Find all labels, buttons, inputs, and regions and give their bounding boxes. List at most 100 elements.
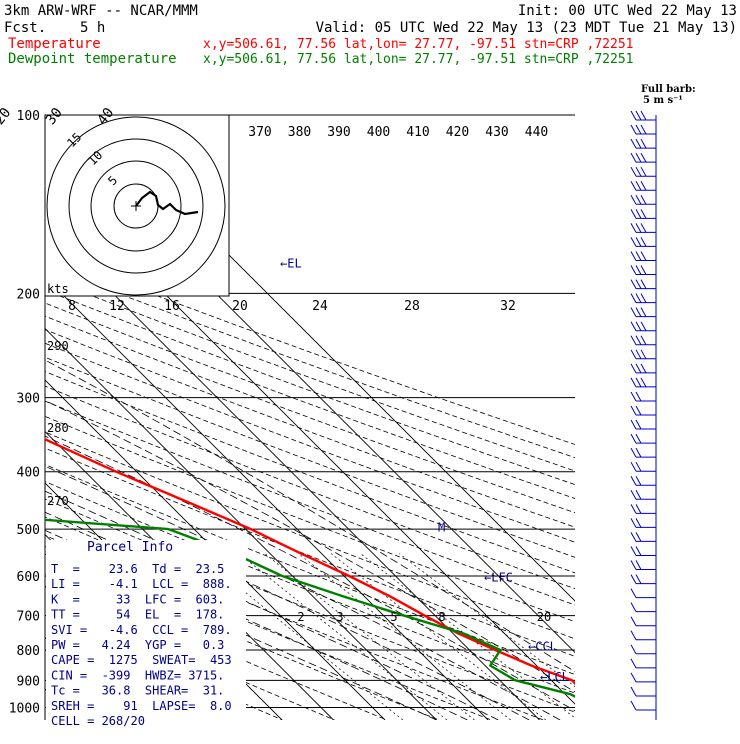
- parcel-info-row: SREH = 91 LAPSE= 8.0: [51, 699, 232, 713]
- wind-barb-flag: [630, 433, 637, 444]
- theta-label-left: 280: [47, 421, 69, 435]
- theta-label: 390: [327, 125, 350, 140]
- wind-barb-flag: [635, 518, 642, 528]
- theta-label: 410: [406, 125, 429, 140]
- wind-barb-flag: [635, 349, 642, 360]
- theta-label: 420: [446, 125, 469, 140]
- wind-barb-flag: [630, 223, 637, 233]
- theta-label: 430: [485, 125, 508, 140]
- wind-barb-flag: [635, 265, 642, 275]
- mixing-ratio-label: 3: [336, 610, 343, 624]
- wind-barb-flag: [630, 279, 637, 289]
- mixing-ratio-line: [298, 553, 511, 720]
- speed-label: 32: [500, 299, 516, 314]
- wind-barb-flag: [640, 307, 647, 317]
- pressure-label-600: 600: [17, 570, 40, 585]
- pressure-label-100: 100: [17, 109, 40, 124]
- model-title: 3km ARW-WRF -- NCAR/MMM: [4, 3, 198, 19]
- speed-label: 20: [232, 299, 248, 314]
- parcel-info-panel: Parcel Info T = 23.6 Td = 23.5LI = -4.1 L…: [46, 540, 246, 728]
- hodograph-ring: [46, 116, 226, 296]
- dry-adiabat: [45, 371, 575, 574]
- mixing-ratio-label: 2: [297, 610, 304, 624]
- wind-barb-flag: [640, 195, 647, 205]
- parcel-info-title: Parcel Info: [87, 540, 173, 555]
- init-time: Init: 00 UTC Wed 22 May 13: [518, 3, 737, 19]
- wind-barb-flag: [630, 672, 637, 683]
- wind-barbs: [630, 110, 656, 711]
- wind-barb-flag: [640, 251, 647, 261]
- wind-barb-flag: [640, 110, 647, 121]
- wind-barb-flag: [635, 166, 642, 177]
- wind-barb-flag: [635, 195, 642, 205]
- wind-barb-flag: [630, 630, 637, 641]
- wind-barb-flag: [630, 138, 637, 149]
- mixing-ratio-line: [238, 553, 448, 720]
- wind-barb-flag: [630, 504, 637, 514]
- wind-barb-flag: [630, 700, 637, 711]
- wind-barb-flag: [640, 349, 647, 360]
- speed-label: 12: [109, 299, 125, 314]
- wind-barb-flag: [630, 391, 637, 402]
- wind-barb-flag: [630, 518, 637, 528]
- wind-barb-flag: [635, 532, 642, 542]
- wind-barb-flag: [635, 461, 642, 472]
- wind-barb-flag: [640, 138, 647, 149]
- parcel-info-background: [46, 540, 246, 720]
- theta-label: 380: [288, 125, 311, 140]
- wind-barb-flag: [635, 293, 642, 303]
- legend-temperature: Temperature: [8, 36, 101, 52]
- wind-barb-flag: [635, 152, 642, 163]
- parcel-info-row: PW = 4.24 YGP = 0.3: [51, 638, 224, 652]
- mixing-ratio-label: 8: [438, 610, 445, 624]
- forecast-label: Fcst.: [4, 20, 46, 36]
- wind-barb-flag: [635, 335, 642, 346]
- wind-barb-flag: [630, 616, 637, 626]
- hodograph-units: kts: [47, 282, 69, 296]
- dry-adiabat: [45, 329, 575, 528]
- pressure-label-300: 300: [17, 392, 40, 407]
- wind-barb-flag: [630, 152, 637, 163]
- speed-label: 8: [68, 299, 76, 314]
- wind-barb-flag: [635, 391, 642, 402]
- wind-barb-flag: [635, 124, 642, 135]
- parcel-info-row: T = 23.6 Td = 23.5: [51, 562, 224, 576]
- wind-barb-flag: [640, 293, 647, 303]
- wind-barb-flag: [630, 658, 637, 669]
- wind-barb-flag: [630, 166, 637, 177]
- dry-adiabat: [45, 400, 575, 606]
- wind-barb-flag: [640, 237, 647, 247]
- parcel-info-row: LI = -4.1 LCL = 888.: [51, 577, 232, 591]
- wind-barb-flag: [635, 363, 642, 374]
- wind-barb-flag: [630, 237, 637, 247]
- pressure-label-700: 700: [17, 610, 40, 625]
- mixing-ratio-label: 5: [390, 610, 397, 624]
- theta-label-left: 290: [47, 339, 69, 353]
- theta-label: 370: [248, 125, 271, 140]
- dry-adiabat: [45, 315, 575, 514]
- wind-barb-flag: [635, 546, 642, 556]
- legend-dewpoint: Dewpoint temperature: [8, 51, 177, 67]
- wind-barb-flag: [635, 504, 642, 514]
- isotherm-label: 20: [0, 105, 14, 128]
- wind-barb-flag: [630, 251, 637, 261]
- wind-barb-flag: [635, 433, 642, 444]
- hodograph-ring: [68, 138, 204, 274]
- wind-barb-flag: [630, 405, 637, 416]
- wind-barb-flag: [630, 180, 637, 191]
- annotation-label: ←LFC: [484, 570, 513, 584]
- parcel-info-row: CAPE = 1275 SWEAT= 453: [51, 653, 232, 667]
- wind-barb-flag: [640, 265, 647, 275]
- dry-adiabat: [45, 534, 492, 720]
- dry-adiabat: [45, 516, 544, 720]
- wind-barb-flag: [640, 152, 647, 163]
- location-temperature: x,y=506.61, 77.56 lat,lon= 27.77, -97.51…: [203, 37, 633, 52]
- barb-legend-line1: Full barb:: [641, 84, 696, 95]
- wind-barb-flag: [630, 195, 637, 205]
- wind-barb-flag: [635, 560, 642, 570]
- dry-adiabat: [45, 302, 575, 499]
- annotation-label: ←LCL: [540, 670, 569, 684]
- wind-barb-flag: [630, 588, 637, 598]
- wind-barb-flag: [635, 321, 642, 331]
